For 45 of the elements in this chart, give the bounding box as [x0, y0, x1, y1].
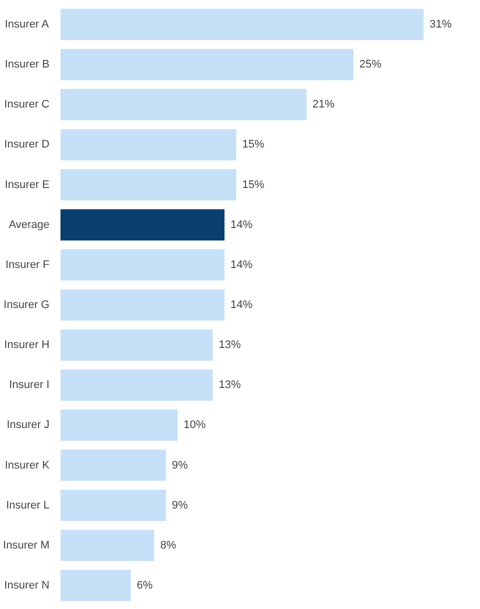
bar	[60, 410, 178, 441]
y-tick-label: Insurer E	[4, 178, 50, 191]
y-tick-label: Insurer A	[4, 18, 50, 31]
data-label: 14%	[230, 299, 253, 311]
data-label: 9%	[172, 459, 188, 472]
data-label: 6%	[136, 579, 153, 592]
bar	[60, 329, 213, 361]
bar	[60, 89, 307, 120]
data-label: 13%	[218, 379, 242, 392]
y-tick-label: Insurer J	[6, 419, 50, 432]
bar	[60, 169, 236, 200]
data-label: 15%	[242, 138, 264, 151]
bar	[60, 450, 166, 481]
bar	[60, 570, 131, 602]
y-tick-label: Insurer G	[4, 299, 50, 311]
data-label: 13%	[218, 339, 242, 352]
data-label: 8%	[160, 539, 176, 552]
data-label: 21%	[312, 98, 335, 111]
data-label: 9%	[172, 499, 188, 512]
y-tick-label: Insurer M	[3, 539, 50, 552]
y-tick-label: Insurer N	[4, 579, 50, 592]
data-label: 14%	[230, 218, 253, 231]
bar	[60, 48, 354, 80]
data-label: 31%	[430, 18, 452, 31]
data-label: 15%	[242, 178, 264, 191]
y-tick-label: Insurer D	[4, 138, 50, 151]
bar	[60, 289, 225, 321]
y-tick-label: Insurer L	[6, 499, 50, 512]
bar	[60, 370, 213, 401]
y-tick-label: Average	[8, 218, 50, 231]
data-label: 14%	[230, 258, 253, 271]
y-tick-label: Insurer F	[5, 258, 50, 271]
y-tick-label: Insurer I	[9, 379, 50, 392]
bar	[60, 530, 154, 562]
bar	[60, 8, 424, 40]
bar	[60, 209, 225, 240]
y-tick-label: Insurer K	[4, 459, 50, 472]
data-label: 25%	[359, 58, 382, 71]
y-tick-label: Insurer B	[4, 58, 50, 71]
y-tick-label: Insurer H	[4, 339, 50, 352]
bar	[60, 490, 166, 521]
bar	[60, 129, 236, 160]
data-label: 10%	[184, 419, 206, 432]
y-tick-label: Insurer C	[4, 98, 50, 111]
bar	[60, 249, 225, 281]
